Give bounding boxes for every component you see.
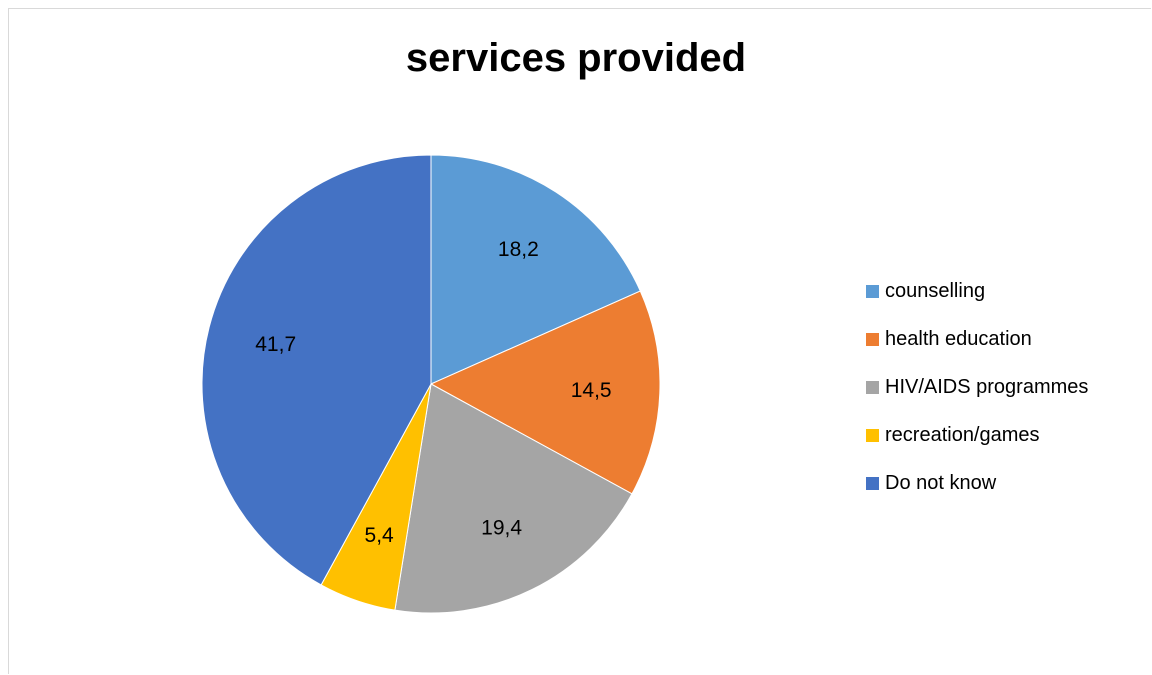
data-label-health-education: 14,5 — [571, 379, 612, 402]
pie-slice-hiv-aids-programmes — [394, 383, 633, 614]
legend: counselling health education HIV/AIDS prog… — [866, 276, 1088, 516]
pie-slices — [201, 154, 661, 614]
legend-label: Do not know — [885, 472, 997, 494]
legend-label: recreation/games — [885, 424, 1040, 446]
data-label-hiv-aids-programmes: 19,4 — [481, 516, 522, 539]
pie-slice-do-not-know — [201, 154, 432, 586]
legend-item-counselling: counselling — [866, 276, 1088, 307]
legend-label: HIV/AIDS programmes — [885, 376, 1089, 398]
legend-swatch — [866, 285, 879, 298]
chart-title: services provided — [405, 36, 747, 80]
data-label-do-not-know: 41,7 — [255, 333, 296, 356]
legend-swatch — [866, 333, 879, 346]
legend-label: counselling — [885, 280, 986, 302]
legend-label: health education — [885, 328, 1032, 350]
pie-slice-health-education — [429, 290, 661, 495]
legend-item-hiv-aids-programmes: HIV/AIDS programmes — [866, 372, 1088, 403]
legend-swatch — [866, 477, 879, 490]
pie-data-labels: 18,2 14,5 19,4 5,4 41,7 — [255, 238, 611, 547]
legend-swatch — [866, 381, 879, 394]
legend-item-recreation-games: recreation/games — [866, 420, 1088, 451]
data-label-recreation-games: 5,4 — [365, 524, 395, 547]
data-label-counselling: 18,2 — [498, 238, 539, 261]
legend-swatch — [866, 429, 879, 442]
legend-item-health-education: health education — [866, 324, 1088, 355]
pie-slice-counselling — [430, 154, 641, 385]
legend-item-do-not-know: Do not know — [866, 468, 1088, 499]
